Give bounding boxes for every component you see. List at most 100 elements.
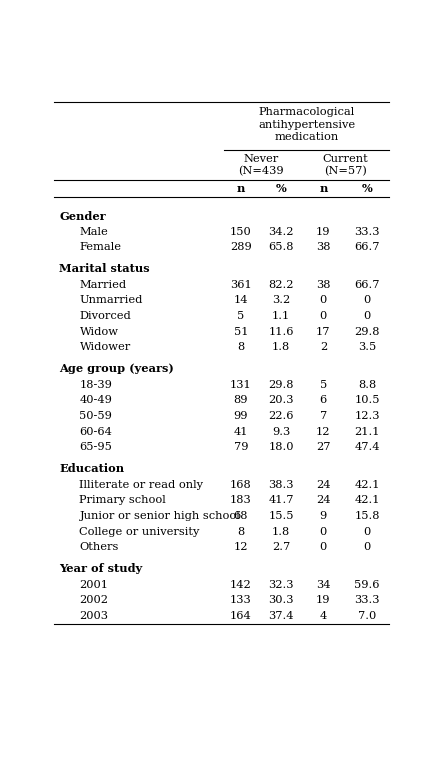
Text: 27: 27 bbox=[316, 442, 331, 452]
Text: Divorced: Divorced bbox=[79, 311, 131, 321]
Text: 30.3: 30.3 bbox=[269, 595, 294, 605]
Text: Year of study: Year of study bbox=[59, 563, 142, 575]
Text: 9.3: 9.3 bbox=[272, 426, 290, 437]
Text: 18.0: 18.0 bbox=[269, 442, 294, 452]
Text: 3.2: 3.2 bbox=[272, 296, 290, 306]
Text: 10.5: 10.5 bbox=[354, 395, 380, 405]
Text: n: n bbox=[319, 183, 328, 194]
Text: 2: 2 bbox=[320, 343, 327, 353]
Text: 38.3: 38.3 bbox=[269, 480, 294, 489]
Text: 29.8: 29.8 bbox=[354, 327, 380, 337]
Text: 41: 41 bbox=[233, 426, 248, 437]
Text: 38: 38 bbox=[316, 280, 331, 290]
Text: 0: 0 bbox=[363, 527, 371, 537]
Text: 65.8: 65.8 bbox=[269, 242, 294, 252]
Text: 8: 8 bbox=[237, 527, 244, 537]
Text: %: % bbox=[276, 183, 287, 194]
Text: 42.1: 42.1 bbox=[354, 480, 380, 489]
Text: Male: Male bbox=[79, 226, 108, 237]
Text: Widower: Widower bbox=[79, 343, 131, 353]
Text: 289: 289 bbox=[230, 242, 252, 252]
Text: 150: 150 bbox=[230, 226, 252, 237]
Text: 82.2: 82.2 bbox=[269, 280, 294, 290]
Text: 8: 8 bbox=[237, 343, 244, 353]
Text: 99: 99 bbox=[233, 411, 248, 421]
Text: Others: Others bbox=[79, 543, 119, 553]
Text: 29.8: 29.8 bbox=[269, 379, 294, 390]
Text: 20.3: 20.3 bbox=[269, 395, 294, 405]
Text: College or university: College or university bbox=[79, 527, 200, 537]
Text: 79: 79 bbox=[233, 442, 248, 452]
Text: 22.6: 22.6 bbox=[269, 411, 294, 421]
Text: 5: 5 bbox=[237, 311, 244, 321]
Text: 8.8: 8.8 bbox=[358, 379, 376, 390]
Text: Widow: Widow bbox=[79, 327, 118, 337]
Text: 3.5: 3.5 bbox=[358, 343, 376, 353]
Text: 4: 4 bbox=[320, 611, 327, 621]
Text: 133: 133 bbox=[230, 595, 252, 605]
Text: 12.3: 12.3 bbox=[354, 411, 380, 421]
Text: Age group (years): Age group (years) bbox=[59, 363, 174, 375]
Text: 6: 6 bbox=[320, 395, 327, 405]
Text: 33.3: 33.3 bbox=[354, 226, 380, 237]
Text: 19: 19 bbox=[316, 226, 331, 237]
Text: n: n bbox=[237, 183, 245, 194]
Text: 0: 0 bbox=[320, 527, 327, 537]
Text: Married: Married bbox=[79, 280, 127, 290]
Text: 19: 19 bbox=[316, 595, 331, 605]
Text: 60-64: 60-64 bbox=[79, 426, 112, 437]
Text: 66.7: 66.7 bbox=[354, 242, 380, 252]
Text: 38: 38 bbox=[316, 242, 331, 252]
Text: 2.7: 2.7 bbox=[272, 543, 290, 553]
Text: Female: Female bbox=[79, 242, 122, 252]
Text: 7: 7 bbox=[320, 411, 327, 421]
Text: Marital status: Marital status bbox=[59, 264, 150, 274]
Text: Current
(N=57): Current (N=57) bbox=[322, 154, 368, 176]
Text: Pharmacological
antihypertensive
medication: Pharmacological antihypertensive medicat… bbox=[258, 106, 355, 142]
Text: 2001: 2001 bbox=[79, 580, 108, 590]
Text: 0: 0 bbox=[363, 296, 371, 306]
Text: 65-95: 65-95 bbox=[79, 442, 112, 452]
Text: 12: 12 bbox=[233, 543, 248, 553]
Text: %: % bbox=[362, 183, 372, 194]
Text: 47.4: 47.4 bbox=[354, 442, 380, 452]
Text: 11.6: 11.6 bbox=[269, 327, 294, 337]
Text: 18-39: 18-39 bbox=[79, 379, 112, 390]
Text: 2003: 2003 bbox=[79, 611, 108, 621]
Text: 9: 9 bbox=[320, 511, 327, 521]
Text: 0: 0 bbox=[320, 543, 327, 553]
Text: Gender: Gender bbox=[59, 211, 106, 222]
Text: 17: 17 bbox=[316, 327, 331, 337]
Text: 24: 24 bbox=[316, 480, 331, 489]
Text: 40-49: 40-49 bbox=[79, 395, 112, 405]
Text: Primary school: Primary school bbox=[79, 496, 166, 505]
Text: 0: 0 bbox=[363, 543, 371, 553]
Text: 2002: 2002 bbox=[79, 595, 108, 605]
Text: 21.1: 21.1 bbox=[354, 426, 380, 437]
Text: 1.8: 1.8 bbox=[272, 343, 290, 353]
Text: 50-59: 50-59 bbox=[79, 411, 112, 421]
Text: 15.8: 15.8 bbox=[354, 511, 380, 521]
Text: 15.5: 15.5 bbox=[269, 511, 294, 521]
Text: 168: 168 bbox=[230, 480, 252, 489]
Text: 0: 0 bbox=[363, 311, 371, 321]
Text: 37.4: 37.4 bbox=[269, 611, 294, 621]
Text: 41.7: 41.7 bbox=[269, 496, 294, 505]
Text: 1.1: 1.1 bbox=[272, 311, 290, 321]
Text: 0: 0 bbox=[320, 311, 327, 321]
Text: 89: 89 bbox=[233, 395, 248, 405]
Text: Never
(N=439: Never (N=439 bbox=[238, 154, 284, 176]
Text: Illiterate or read only: Illiterate or read only bbox=[79, 480, 204, 489]
Text: 51: 51 bbox=[233, 327, 248, 337]
Text: 0: 0 bbox=[320, 296, 327, 306]
Text: 32.3: 32.3 bbox=[269, 580, 294, 590]
Text: 24: 24 bbox=[316, 496, 331, 505]
Text: 131: 131 bbox=[230, 379, 252, 390]
Text: 68: 68 bbox=[233, 511, 248, 521]
Text: 7.0: 7.0 bbox=[358, 611, 376, 621]
Text: 1.8: 1.8 bbox=[272, 527, 290, 537]
Text: 34.2: 34.2 bbox=[269, 226, 294, 237]
Text: Junior or senior high school: Junior or senior high school bbox=[79, 511, 240, 521]
Text: 33.3: 33.3 bbox=[354, 595, 380, 605]
Text: 14: 14 bbox=[233, 296, 248, 306]
